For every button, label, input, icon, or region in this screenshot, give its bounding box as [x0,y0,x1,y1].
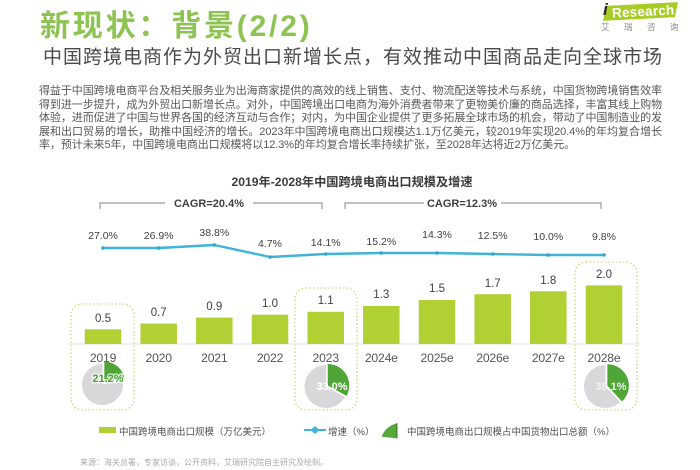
svg-text:12.5%: 12.5% [478,230,508,242]
svg-text:38.8%: 38.8% [199,227,229,239]
svg-text:2028e: 2028e [588,351,621,365]
svg-text:1.3: 1.3 [373,289,389,301]
svg-text:1.7: 1.7 [485,278,501,290]
svg-text:CAGR=12.3%: CAGR=12.3% [427,198,497,210]
svg-text:38.1%: 38.1% [595,381,626,393]
svg-text:2020: 2020 [146,351,173,365]
svg-text:CAGR=20.4%: CAGR=20.4% [174,198,244,210]
svg-text:14.3%: 14.3% [422,229,452,241]
svg-text:1.8: 1.8 [540,275,556,287]
svg-text:1.5: 1.5 [429,283,445,295]
svg-text:2.0: 2.0 [596,269,612,281]
svg-text:4.7%: 4.7% [258,238,282,250]
svg-text:2022: 2022 [257,351,284,365]
svg-text:2027e: 2027e [532,351,565,365]
svg-text:2024e: 2024e [365,351,398,365]
svg-text:10.0%: 10.0% [533,231,563,243]
svg-text:15.2%: 15.2% [366,236,396,248]
svg-text:33.0%: 33.0% [316,381,347,393]
svg-text:0.9: 0.9 [206,301,222,313]
svg-text:9.8%: 9.8% [592,231,616,243]
svg-text:2025e: 2025e [421,351,454,365]
svg-text:1.0: 1.0 [262,298,278,310]
svg-text:26.9%: 26.9% [144,230,174,242]
svg-text:21.2%: 21.2% [92,373,123,385]
svg-text:0.5: 0.5 [95,313,111,325]
svg-text:2019: 2019 [90,351,117,365]
svg-text:27.0%: 27.0% [88,230,118,242]
svg-text:2026e: 2026e [476,351,509,365]
svg-text:0.7: 0.7 [151,307,167,319]
svg-text:2021: 2021 [201,351,228,365]
svg-text:14.1%: 14.1% [311,237,341,249]
svg-text:2023: 2023 [313,351,340,365]
svg-text:1.1: 1.1 [318,295,334,307]
